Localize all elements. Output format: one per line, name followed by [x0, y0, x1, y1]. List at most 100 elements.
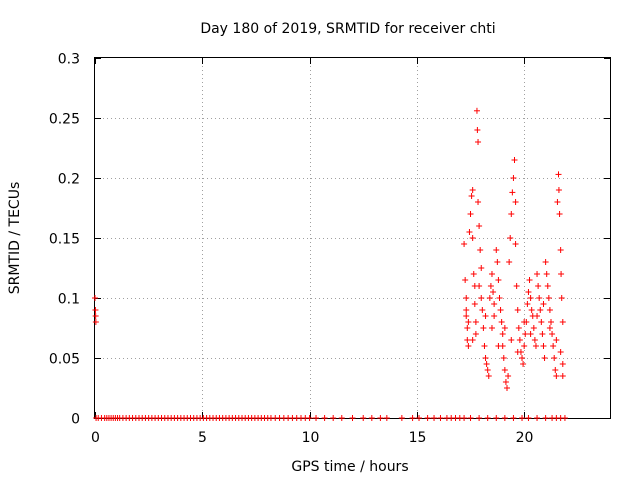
data-point	[546, 307, 553, 313]
data-point	[469, 187, 476, 193]
data-point	[542, 259, 549, 265]
data-point	[475, 139, 482, 145]
data-point	[481, 343, 488, 349]
data-point	[479, 307, 486, 313]
data-point	[482, 355, 489, 361]
x-tick-label: 5	[198, 430, 207, 446]
data-point	[491, 301, 498, 307]
data-point	[495, 277, 502, 283]
y-tick-label: 0.05	[49, 352, 80, 368]
data-point	[472, 319, 479, 325]
data-point	[485, 373, 492, 379]
data-point	[330, 415, 337, 421]
data-point	[559, 373, 566, 379]
data-point	[535, 283, 542, 289]
data-point	[525, 289, 532, 295]
data-point	[431, 415, 438, 421]
data-point	[494, 259, 501, 265]
data-point	[524, 301, 531, 307]
data-point	[532, 343, 539, 349]
data-point	[495, 343, 502, 349]
data-point	[466, 229, 473, 235]
data-point	[519, 355, 526, 361]
data-point	[484, 415, 491, 421]
data-point	[478, 295, 485, 301]
data-point	[534, 415, 541, 421]
data-point	[534, 271, 541, 277]
data-point	[514, 349, 521, 355]
data-point	[539, 331, 546, 337]
data-point	[556, 211, 563, 217]
data-point	[498, 319, 505, 325]
chart-title: Day 180 of 2019, SRMTID for receiver cht…	[200, 21, 495, 37]
data-point	[510, 175, 517, 181]
data-point	[525, 415, 532, 421]
data-point	[398, 415, 405, 421]
data-point	[465, 343, 472, 349]
data-point	[409, 415, 416, 421]
data-point	[490, 289, 497, 295]
data-point	[488, 271, 495, 277]
data-point	[531, 337, 538, 343]
data-point	[338, 415, 345, 421]
data-point	[463, 313, 470, 319]
data-point	[92, 313, 99, 319]
data-point	[555, 171, 562, 178]
data-point	[469, 235, 476, 241]
data-point	[506, 259, 513, 265]
data-point	[545, 295, 552, 301]
data-point	[554, 199, 561, 205]
data-point	[306, 415, 313, 421]
data-point	[528, 307, 535, 313]
y-tick-label: 0	[71, 412, 80, 428]
data-point	[520, 361, 527, 367]
data-point	[499, 331, 506, 337]
data-point	[383, 415, 390, 421]
data-point	[502, 379, 509, 385]
data-point	[468, 193, 475, 199]
data-point	[478, 265, 485, 271]
data-point	[536, 295, 543, 301]
data-point	[462, 277, 469, 283]
data-point	[558, 271, 565, 277]
data-point	[321, 415, 328, 421]
y-tick-label: 0.1	[58, 292, 80, 308]
data-point	[484, 367, 491, 373]
data-point	[467, 211, 474, 217]
data-point	[509, 189, 516, 196]
data-point	[519, 415, 526, 421]
grid-lines	[95, 58, 610, 418]
data-point	[368, 415, 375, 421]
data-point	[512, 241, 519, 247]
x-tick-label: 20	[516, 430, 534, 446]
y-tick-label: 0.2	[58, 172, 80, 188]
data-point	[501, 325, 508, 331]
data-point	[467, 415, 474, 421]
data-point	[473, 107, 480, 114]
data-point	[424, 415, 431, 421]
data-point	[360, 415, 367, 421]
data-point	[516, 337, 523, 343]
y-tick-labels: 0 0.05 0.1 0.15 0.2 0.25 0.3	[49, 52, 80, 428]
data-point	[471, 301, 478, 307]
data-point	[507, 235, 514, 241]
y-tick-label: 0.15	[49, 232, 80, 248]
data-point	[488, 325, 495, 331]
data-point	[493, 247, 500, 253]
data-point	[416, 415, 423, 421]
data-point	[522, 331, 529, 337]
data-point	[464, 337, 471, 343]
data-point	[540, 301, 547, 307]
data-point	[486, 295, 493, 301]
x-tick-label: 15	[409, 430, 427, 446]
data-point	[476, 283, 483, 289]
data-point	[470, 271, 477, 277]
data-point	[313, 415, 320, 421]
data-point	[464, 325, 471, 331]
x-axis-label: GPS time / hours	[291, 459, 408, 475]
data-point	[497, 307, 504, 313]
data-point	[92, 319, 99, 325]
data-point	[92, 295, 98, 301]
data-point	[508, 211, 515, 217]
